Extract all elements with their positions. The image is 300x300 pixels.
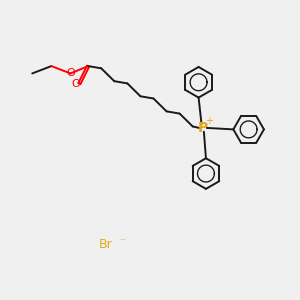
Text: +: +	[206, 116, 214, 126]
Text: P: P	[198, 121, 208, 135]
Text: O: O	[71, 79, 80, 89]
Text: ⁻: ⁻	[119, 238, 125, 248]
Text: O: O	[66, 68, 75, 78]
Text: Br: Br	[99, 238, 113, 251]
